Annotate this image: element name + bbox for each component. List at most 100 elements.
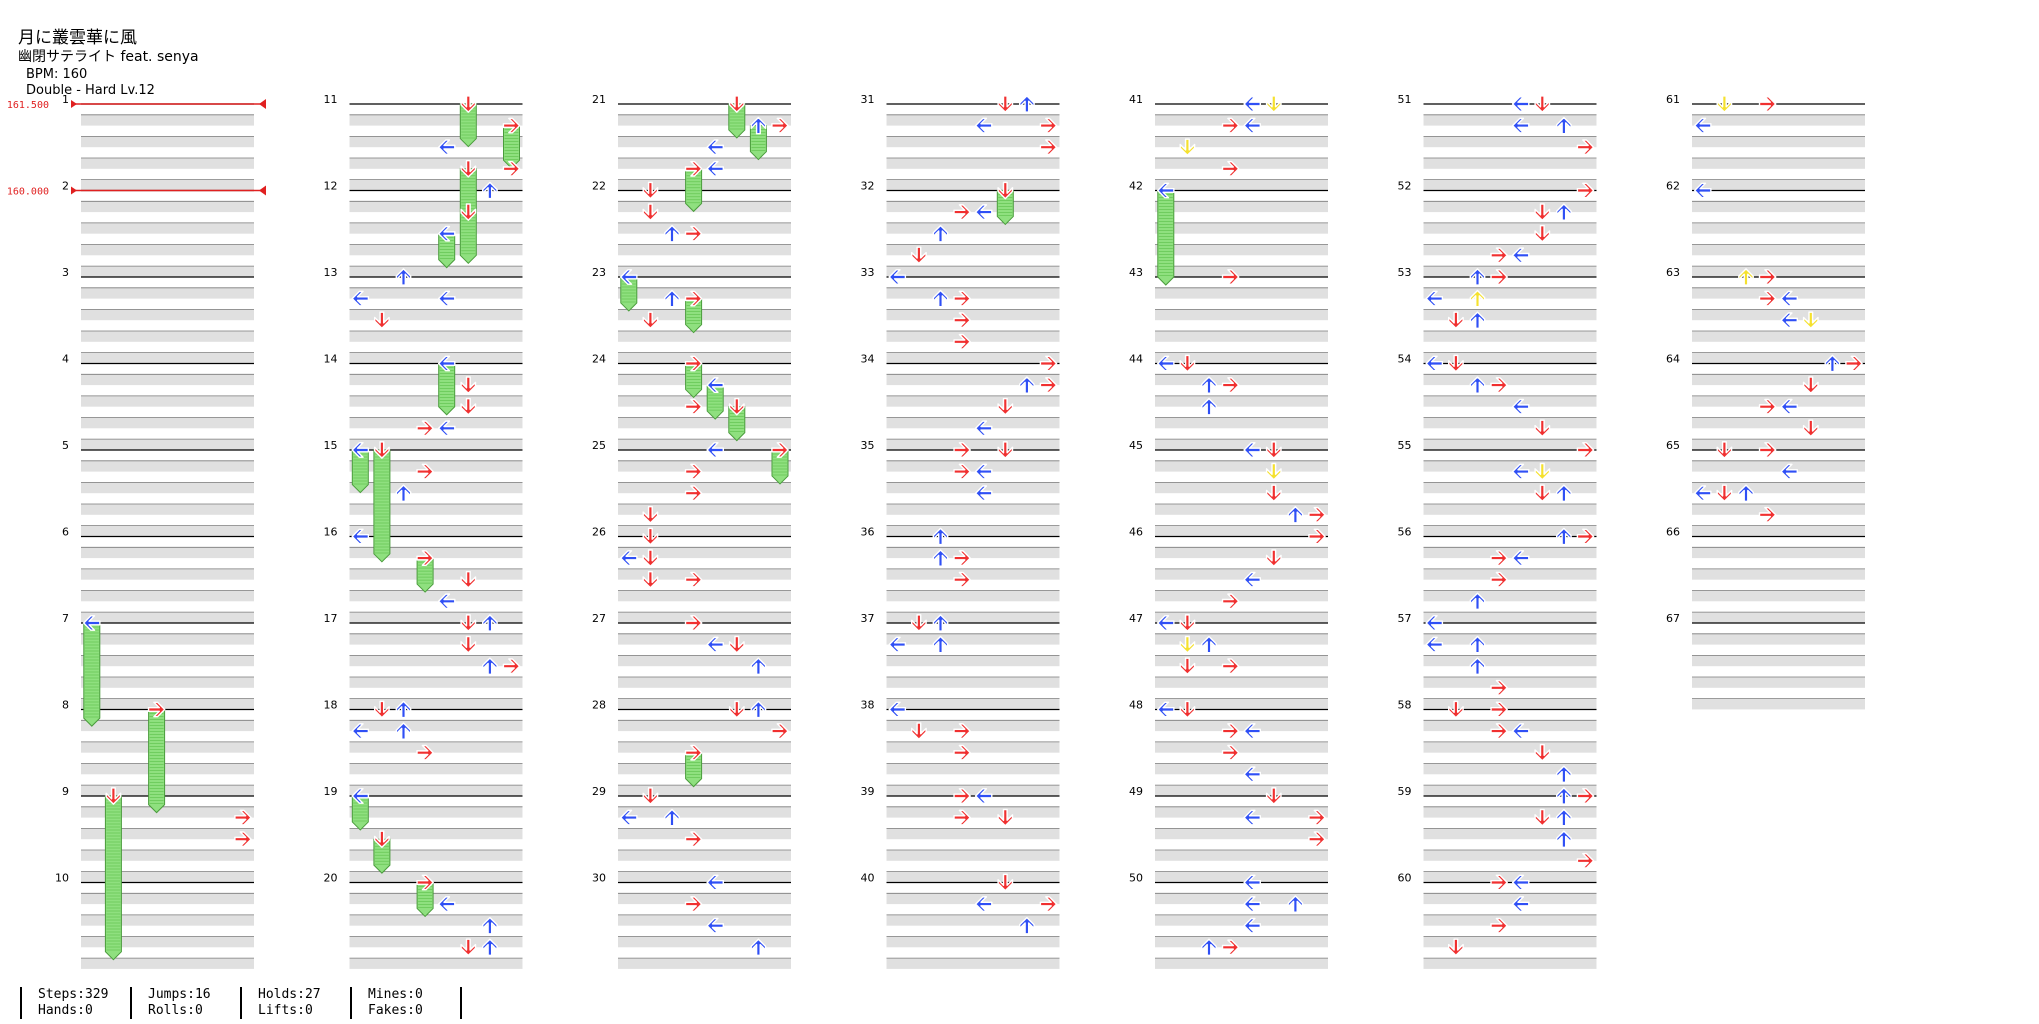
beat-band — [81, 504, 254, 515]
hold-note — [351, 788, 370, 831]
beat-band — [81, 352, 254, 364]
beat-band — [886, 547, 1060, 559]
beat-band — [886, 482, 1060, 494]
beat-band — [618, 785, 791, 796]
hold-note — [771, 442, 789, 485]
measure-number: 54 — [1398, 353, 1412, 366]
beat-band — [618, 936, 791, 948]
measure: 56 — [1398, 526, 1597, 623]
hold-note — [373, 441, 391, 563]
beat-band — [81, 114, 254, 126]
beat-band — [81, 525, 254, 537]
beat-band — [349, 179, 523, 191]
beat-band — [349, 936, 523, 948]
beat-band — [618, 677, 791, 688]
bpm-label: BPM: 160 — [26, 66, 88, 82]
beat-band — [349, 612, 523, 623]
beat-band — [886, 395, 1060, 407]
beat-band — [1155, 266, 1328, 277]
beat-band — [886, 655, 1060, 667]
measure-number: 17 — [324, 612, 338, 625]
beat-band — [886, 785, 1060, 796]
measure: 29 — [592, 785, 791, 883]
beat-band — [349, 633, 523, 645]
beat-band — [1155, 395, 1328, 407]
beat-band — [349, 720, 523, 732]
beat-band — [618, 850, 791, 861]
beat-band — [81, 309, 254, 321]
beat-band — [1155, 698, 1328, 710]
beat-band — [81, 201, 254, 213]
stat-group-steps: Steps:329 Hands:0 — [20, 987, 130, 1019]
arrow-note — [1511, 96, 1530, 112]
beat-band — [618, 395, 791, 407]
beat-band — [81, 331, 254, 342]
beat-band — [81, 395, 254, 407]
measure-number: 58 — [1398, 699, 1412, 712]
beat-band — [618, 893, 791, 905]
arrow-note — [997, 95, 1014, 113]
measure-number: 50 — [1129, 872, 1143, 885]
beat-band — [1155, 482, 1328, 494]
measure: 20 — [324, 872, 523, 969]
beat-band — [886, 893, 1060, 905]
beat-band — [349, 677, 523, 688]
measure-number: 60 — [1398, 872, 1412, 885]
beat-band — [1423, 417, 1597, 429]
measure: 22 — [592, 180, 791, 277]
hold-body — [373, 449, 391, 563]
beat-band — [618, 547, 791, 559]
beat-band — [1423, 633, 1597, 645]
beat-band — [1423, 201, 1597, 213]
beat-band — [1692, 331, 1865, 342]
measure: 46 — [1129, 526, 1328, 623]
beat-band — [81, 244, 254, 256]
beat-band — [1423, 309, 1597, 321]
beat-band — [349, 850, 523, 861]
beat-band — [1423, 395, 1597, 407]
measure: 62 — [1666, 180, 1865, 277]
measure: 45 — [1129, 439, 1328, 537]
beat-band — [1692, 655, 1865, 667]
measure: 36 — [861, 526, 1060, 623]
beat-band — [618, 633, 791, 645]
beat-band — [1423, 828, 1597, 840]
measure-number: 6 — [62, 526, 69, 539]
stat-steps: Steps:329 — [38, 987, 109, 1003]
stat-jumps: Jumps:16 — [148, 987, 211, 1003]
beat-band — [1155, 871, 1328, 883]
hold-note — [728, 95, 746, 139]
beat-band — [886, 158, 1060, 169]
beat-band — [1423, 266, 1597, 277]
measure-number: 53 — [1398, 266, 1412, 279]
beat-band — [1155, 309, 1328, 321]
hold-note — [684, 744, 703, 788]
beat-band — [1423, 612, 1597, 623]
measure: 4 — [62, 353, 254, 450]
beat-band — [1423, 914, 1597, 926]
measure: 3 — [62, 266, 254, 364]
beat-band — [1423, 287, 1597, 299]
measure-number: 41 — [1129, 93, 1143, 106]
measure-number: 26 — [592, 526, 606, 539]
beat-band — [618, 222, 791, 234]
measure-number: 46 — [1129, 526, 1143, 539]
beat-band — [1692, 482, 1865, 494]
beat-band — [349, 331, 523, 342]
beat-band — [349, 525, 523, 537]
beat-band — [1155, 417, 1328, 429]
beat-band — [349, 914, 523, 926]
beat-band — [349, 287, 523, 299]
hold-note — [351, 442, 370, 494]
beat-band — [349, 244, 523, 256]
measure: 6 — [62, 526, 254, 623]
beat-band — [886, 806, 1060, 818]
hold-note — [996, 181, 1014, 226]
beat-band — [1423, 482, 1597, 494]
beat-band — [1692, 244, 1865, 256]
beat-band — [1423, 374, 1597, 386]
chart-stats: Steps:329 Hands:0 Jumps:16 Rolls:0 Holds… — [20, 987, 462, 1019]
beat-band — [618, 698, 791, 710]
beat-band — [886, 871, 1060, 883]
beat-band — [886, 309, 1060, 321]
